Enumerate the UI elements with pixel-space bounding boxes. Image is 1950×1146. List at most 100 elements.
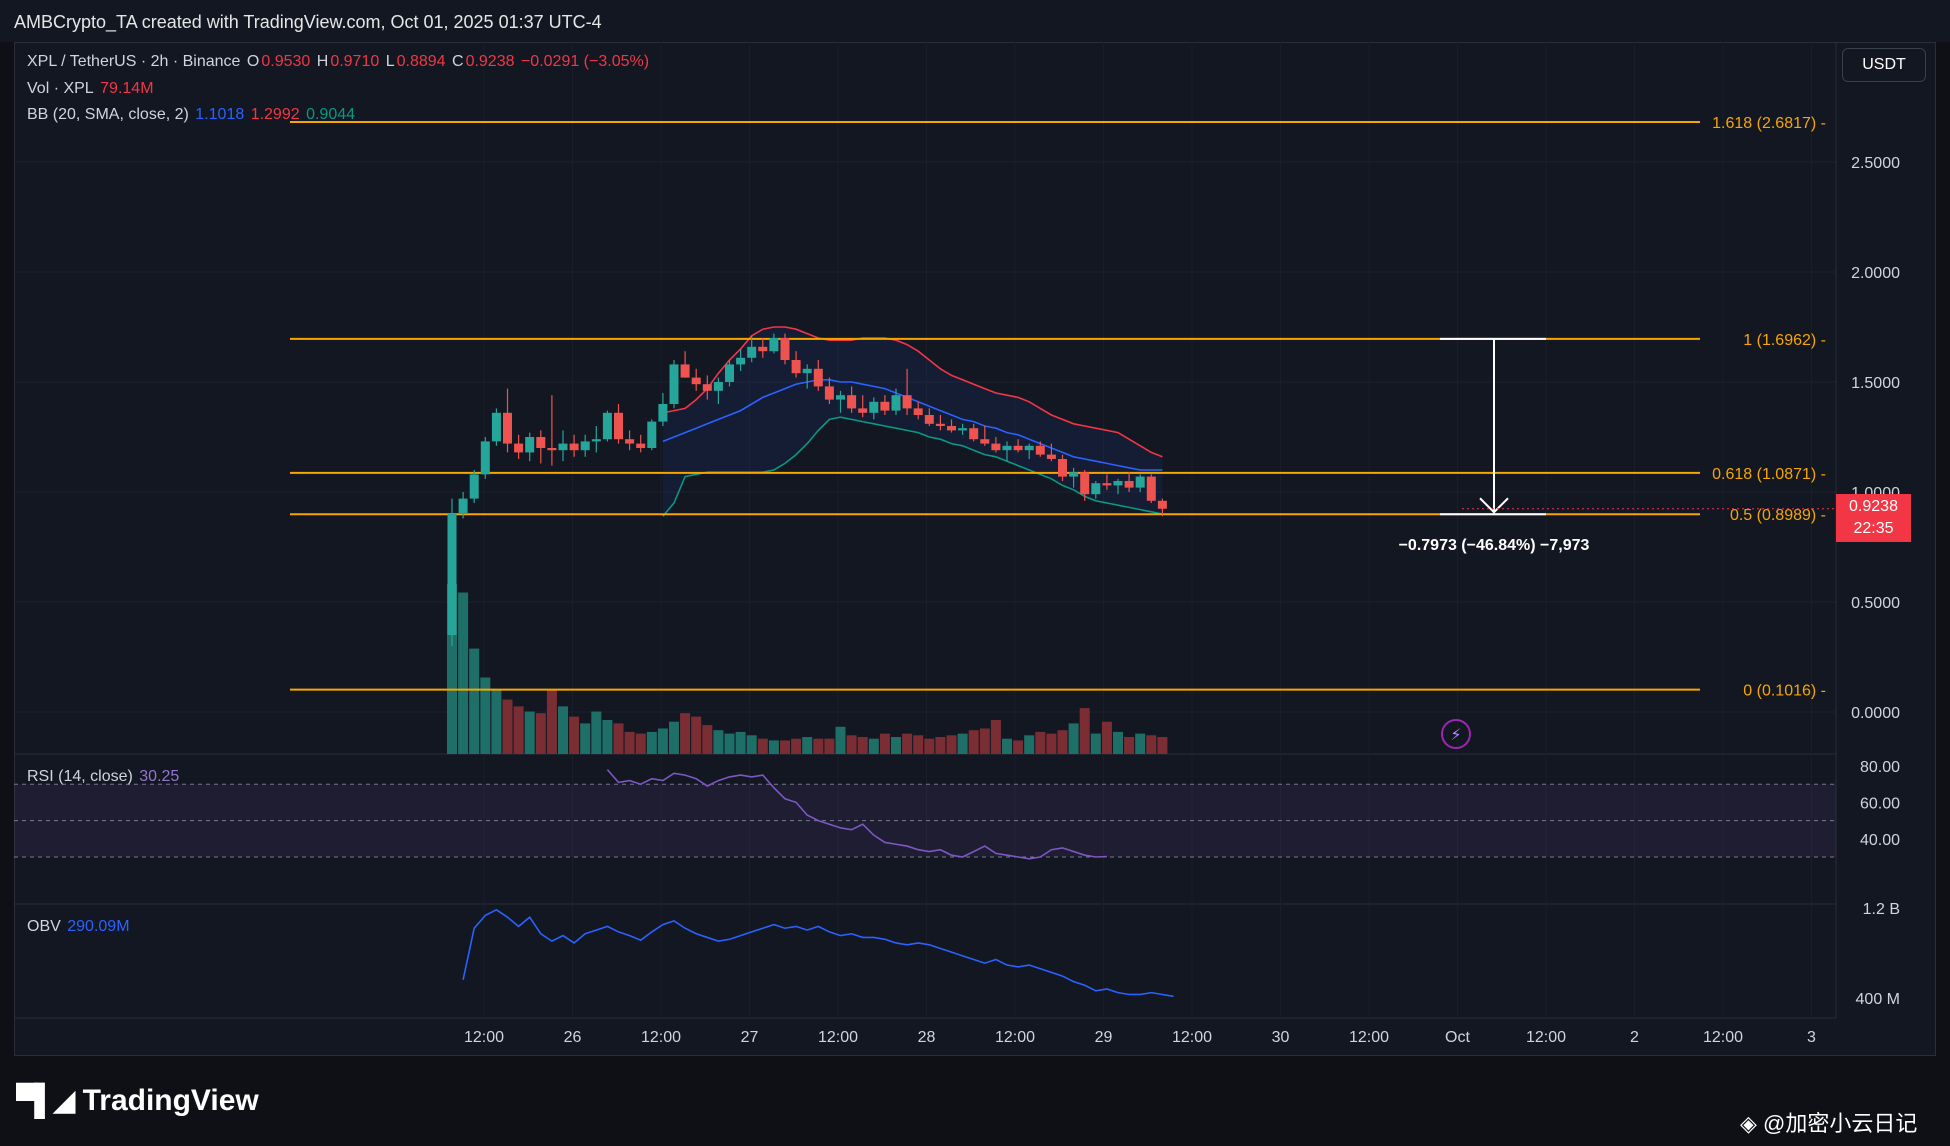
volume-bar <box>1002 738 1012 754</box>
volume-bar <box>1146 735 1157 754</box>
candle-body[interactable] <box>1080 472 1090 495</box>
candle-body[interactable] <box>469 474 479 499</box>
candle-body[interactable] <box>1157 500 1167 509</box>
candle-body[interactable] <box>669 364 679 404</box>
volume-bar <box>447 584 457 754</box>
candle-body[interactable] <box>580 441 590 451</box>
candle-body[interactable] <box>647 421 657 448</box>
volume-bar <box>546 689 557 754</box>
candle-body[interactable] <box>824 386 834 400</box>
candle-body[interactable] <box>769 338 779 352</box>
candle-body[interactable] <box>802 368 812 374</box>
candle-body[interactable] <box>725 364 734 382</box>
obv-tick-label: 400 M <box>1856 991 1900 1008</box>
candle-body[interactable] <box>913 408 923 415</box>
candle-body[interactable] <box>569 443 579 451</box>
volume-bar <box>946 735 957 754</box>
volume-bar <box>857 737 868 754</box>
candle-body[interactable] <box>1058 459 1067 477</box>
candle-body[interactable] <box>702 384 712 391</box>
candle-body[interactable] <box>591 439 601 442</box>
candle-body[interactable] <box>658 404 668 422</box>
candle-body[interactable] <box>858 408 868 413</box>
candle-body[interactable] <box>1035 445 1045 455</box>
bb-label[interactable]: BB (20, SMA, close, 2) <box>27 106 189 123</box>
candle-body[interactable] <box>447 514 457 635</box>
candle-body[interactable] <box>1002 445 1012 451</box>
volume-bar <box>491 689 502 754</box>
diamond-logo-icon: ◈ <box>1740 1111 1764 1136</box>
symbol-name[interactable]: XPL / TetherUS · 2h · Binance <box>27 53 241 70</box>
candle-body[interactable] <box>980 439 990 444</box>
candle-body[interactable] <box>891 395 901 411</box>
candle-body[interactable] <box>991 443 1001 451</box>
candle-body[interactable] <box>458 498 468 514</box>
candle-body[interactable] <box>958 428 968 431</box>
candle-body[interactable] <box>747 346 757 358</box>
candle-body[interactable] <box>1146 476 1156 501</box>
candle-body[interactable] <box>713 382 723 391</box>
candle-body[interactable] <box>614 412 623 440</box>
candle-body[interactable] <box>691 377 701 385</box>
candle-body[interactable] <box>1113 481 1123 486</box>
candle-body[interactable] <box>780 338 790 360</box>
volume-bar <box>780 740 790 754</box>
volume-bar <box>469 648 480 754</box>
rsi-label[interactable]: RSI (14, close) <box>27 768 133 785</box>
volume-bar <box>1046 733 1057 754</box>
volume-bar <box>535 713 546 754</box>
candle-body[interactable] <box>869 401 879 413</box>
candle-body[interactable] <box>1069 472 1079 477</box>
candle-body[interactable] <box>480 441 490 475</box>
candle-body[interactable] <box>1124 481 1134 488</box>
chart-frame[interactable] <box>14 42 1936 1056</box>
candle-body[interactable] <box>791 360 801 374</box>
candle-body[interactable] <box>1024 445 1034 451</box>
candle-body[interactable] <box>514 443 524 453</box>
candle-body[interactable] <box>636 443 646 448</box>
candle-body[interactable] <box>758 346 768 352</box>
time-tick-label: 12:00 <box>818 1029 858 1046</box>
candle-body[interactable] <box>1135 476 1145 488</box>
candle-body[interactable] <box>902 395 912 409</box>
candle-body[interactable] <box>547 448 557 451</box>
last-price: 0.9238 <box>1849 498 1898 515</box>
candle-body[interactable] <box>558 443 568 451</box>
rsi-tick-label: 40.00 <box>1860 832 1900 849</box>
bb-mid-line[interactable] <box>662 378 1163 471</box>
rsi-line[interactable] <box>606 769 1107 860</box>
candle-body[interactable] <box>602 412 612 440</box>
bb-upper-line[interactable] <box>662 326 1163 458</box>
obv-label[interactable]: OBV <box>27 918 61 935</box>
candle-body[interactable] <box>1013 445 1023 451</box>
candle-body[interactable] <box>924 415 934 424</box>
candle-body[interactable] <box>625 439 635 444</box>
volume-bar <box>990 720 1001 754</box>
lightning-icon[interactable] <box>1441 719 1471 749</box>
candle-body[interactable] <box>680 364 690 378</box>
candle-body[interactable] <box>935 423 945 426</box>
candle-body[interactable] <box>813 368 823 387</box>
candle-body[interactable] <box>491 412 501 442</box>
volume-label[interactable]: Vol · XPL <box>27 80 94 97</box>
candle-body[interactable] <box>525 437 535 453</box>
currency-unit-button[interactable]: USDT <box>1842 48 1926 82</box>
volume-bar <box>680 713 691 754</box>
candle-body[interactable] <box>736 357 746 365</box>
candle-body[interactable] <box>1091 483 1101 495</box>
candle-body[interactable] <box>836 395 845 400</box>
candle-body[interactable] <box>1102 483 1112 486</box>
candle-body[interactable] <box>1046 454 1056 459</box>
obv-line[interactable] <box>462 908 1174 998</box>
tradingview-logo[interactable]: ▀▌◢ TradingView <box>16 1083 259 1118</box>
time-tick-label: 12:00 <box>1349 1029 1389 1046</box>
candle-body[interactable] <box>503 412 512 444</box>
candle-body[interactable] <box>947 426 956 431</box>
candle-body[interactable] <box>880 401 890 411</box>
volume-bar <box>591 711 602 754</box>
candle-body[interactable] <box>969 428 979 440</box>
candle-body[interactable] <box>847 395 857 409</box>
candle-body[interactable] <box>536 437 546 448</box>
low-value: 0.8894 <box>396 53 446 70</box>
